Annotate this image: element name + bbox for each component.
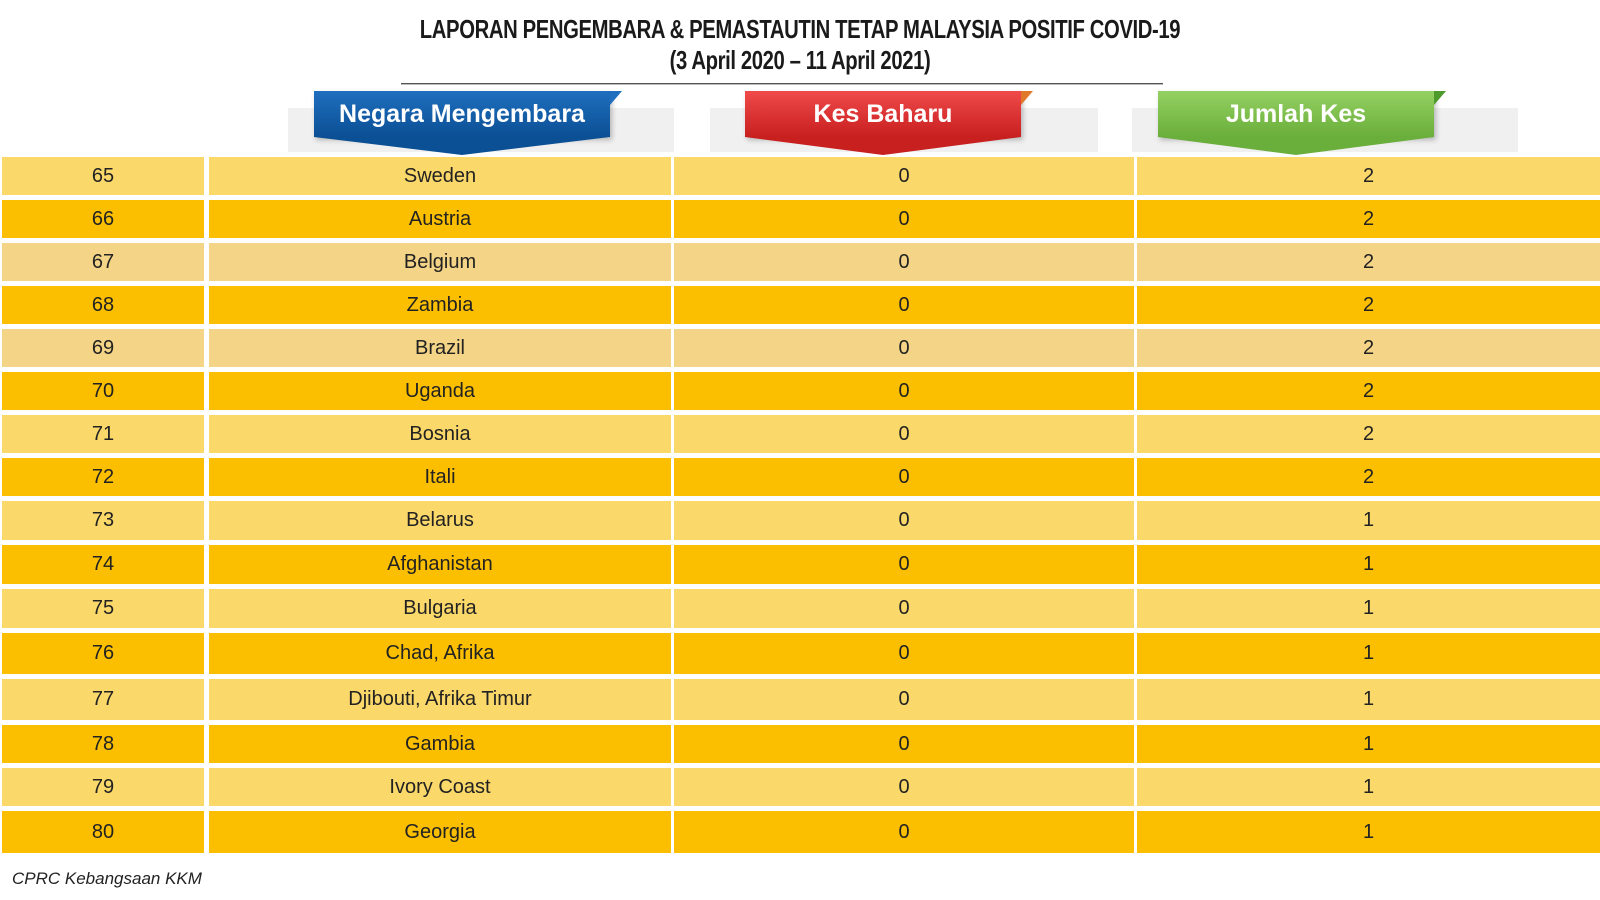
new-cases-cell: 0 bbox=[674, 458, 1134, 496]
total-cases-cell: 2 bbox=[1137, 200, 1600, 238]
header-country-arrow bbox=[314, 137, 610, 155]
country-cell: Itali bbox=[209, 458, 671, 496]
header-new-cases-arrow bbox=[745, 137, 1021, 155]
country-cell: Gambia bbox=[209, 725, 671, 763]
total-cases-cell: 2 bbox=[1137, 329, 1600, 367]
row-number: 69 bbox=[2, 329, 204, 367]
total-cases-cell: 1 bbox=[1137, 501, 1600, 540]
header-total-cases-label: Jumlah Kes bbox=[1225, 99, 1367, 128]
total-cases-cell: 1 bbox=[1137, 811, 1600, 853]
title-divider bbox=[401, 83, 1163, 85]
country-cell: Sweden bbox=[209, 157, 671, 195]
total-cases-cell: 2 bbox=[1137, 157, 1600, 195]
header-country-fold bbox=[610, 91, 622, 105]
new-cases-cell: 0 bbox=[674, 545, 1134, 584]
row-number: 79 bbox=[2, 768, 204, 806]
row-number: 76 bbox=[2, 633, 204, 674]
row-number: 74 bbox=[2, 545, 204, 584]
total-cases-cell: 1 bbox=[1137, 679, 1600, 720]
table-row: 76 Chad, Afrika 0 1 bbox=[0, 633, 1600, 674]
country-cell: Ivory Coast bbox=[209, 768, 671, 806]
report-title: LAPORAN PENGEMBARA & PEMASTAUTIN TETAP M… bbox=[0, 14, 1600, 76]
table-row: 77 Djibouti, Afrika Timur 0 1 bbox=[0, 679, 1600, 720]
header-total-cases-arrow bbox=[1158, 137, 1434, 155]
new-cases-cell: 0 bbox=[674, 157, 1134, 195]
country-cell: Bulgaria bbox=[209, 589, 671, 628]
table-row: 78 Gambia 0 1 bbox=[0, 725, 1600, 763]
table-row: 80 Georgia 0 1 bbox=[0, 811, 1600, 853]
total-cases-cell: 1 bbox=[1137, 725, 1600, 763]
new-cases-cell: 0 bbox=[674, 589, 1134, 628]
header-country-label: Negara Mengembara bbox=[339, 99, 585, 128]
table-row: 67 Belgium 0 2 bbox=[0, 243, 1600, 281]
table-row: 74 Afghanistan 0 1 bbox=[0, 545, 1600, 584]
source-footer: CPRC Kebangsaan KKM bbox=[12, 869, 202, 888]
report-title-line-2: (3 April 2020 – 11 April 2021) bbox=[669, 45, 931, 75]
country-cell: Austria bbox=[209, 200, 671, 238]
new-cases-cell: 0 bbox=[674, 372, 1134, 410]
row-number: 72 bbox=[2, 458, 204, 496]
row-number: 68 bbox=[2, 286, 204, 324]
header-new-cases-label: Kes Baharu bbox=[813, 99, 953, 128]
table-row: 68 Zambia 0 2 bbox=[0, 286, 1600, 324]
total-cases-cell: 2 bbox=[1137, 415, 1600, 453]
row-number: 66 bbox=[2, 200, 204, 238]
table-row: 73 Belarus 0 1 bbox=[0, 501, 1600, 540]
row-number: 80 bbox=[2, 811, 204, 853]
new-cases-cell: 0 bbox=[674, 415, 1134, 453]
country-cell: Brazil bbox=[209, 329, 671, 367]
new-cases-cell: 0 bbox=[674, 768, 1134, 806]
row-number: 77 bbox=[2, 679, 204, 720]
new-cases-cell: 0 bbox=[674, 679, 1134, 720]
total-cases-cell: 1 bbox=[1137, 768, 1600, 806]
row-number: 70 bbox=[2, 372, 204, 410]
total-cases-cell: 2 bbox=[1137, 243, 1600, 281]
new-cases-cell: 0 bbox=[674, 811, 1134, 853]
report-title-line-1: LAPORAN PENGEMBARA & PEMASTAUTIN TETAP M… bbox=[419, 14, 1181, 44]
header-country-column: Negara Mengembara bbox=[314, 91, 610, 137]
row-number: 65 bbox=[2, 157, 204, 195]
new-cases-cell: 0 bbox=[674, 200, 1134, 238]
table-row: 69 Brazil 0 2 bbox=[0, 329, 1600, 367]
country-cell: Uganda bbox=[209, 372, 671, 410]
table-row: 75 Bulgaria 0 1 bbox=[0, 589, 1600, 628]
country-cell: Djibouti, Afrika Timur bbox=[209, 679, 671, 720]
total-cases-cell: 2 bbox=[1137, 458, 1600, 496]
country-cell: Georgia bbox=[209, 811, 671, 853]
total-cases-cell: 1 bbox=[1137, 633, 1600, 674]
row-number: 71 bbox=[2, 415, 204, 453]
table-row: 71 Bosnia 0 2 bbox=[0, 415, 1600, 453]
new-cases-cell: 0 bbox=[674, 501, 1134, 540]
header-new-cases-column: Kes Baharu bbox=[745, 91, 1021, 137]
row-number: 75 bbox=[2, 589, 204, 628]
header-total-cases-column: Jumlah Kes bbox=[1158, 91, 1434, 137]
header-total-cases-fold bbox=[1434, 91, 1446, 105]
table-row: 70 Uganda 0 2 bbox=[0, 372, 1600, 410]
total-cases-cell: 2 bbox=[1137, 372, 1600, 410]
table-row: 66 Austria 0 2 bbox=[0, 200, 1600, 238]
country-cell: Chad, Afrika bbox=[209, 633, 671, 674]
country-cell: Afghanistan bbox=[209, 545, 671, 584]
total-cases-cell: 2 bbox=[1137, 286, 1600, 324]
row-number: 73 bbox=[2, 501, 204, 540]
new-cases-cell: 0 bbox=[674, 725, 1134, 763]
new-cases-cell: 0 bbox=[674, 286, 1134, 324]
country-cell: Zambia bbox=[209, 286, 671, 324]
table-row: 65 Sweden 0 2 bbox=[0, 157, 1600, 195]
total-cases-cell: 1 bbox=[1137, 545, 1600, 584]
country-cell: Bosnia bbox=[209, 415, 671, 453]
new-cases-cell: 0 bbox=[674, 329, 1134, 367]
country-cell: Belgium bbox=[209, 243, 671, 281]
country-cell: Belarus bbox=[209, 501, 671, 540]
total-cases-cell: 1 bbox=[1137, 589, 1600, 628]
row-number: 78 bbox=[2, 725, 204, 763]
table-row: 72 Itali 0 2 bbox=[0, 458, 1600, 496]
header-new-cases-fold bbox=[1021, 91, 1033, 105]
new-cases-cell: 0 bbox=[674, 633, 1134, 674]
new-cases-cell: 0 bbox=[674, 243, 1134, 281]
table-row: 79 Ivory Coast 0 1 bbox=[0, 768, 1600, 806]
row-number: 67 bbox=[2, 243, 204, 281]
